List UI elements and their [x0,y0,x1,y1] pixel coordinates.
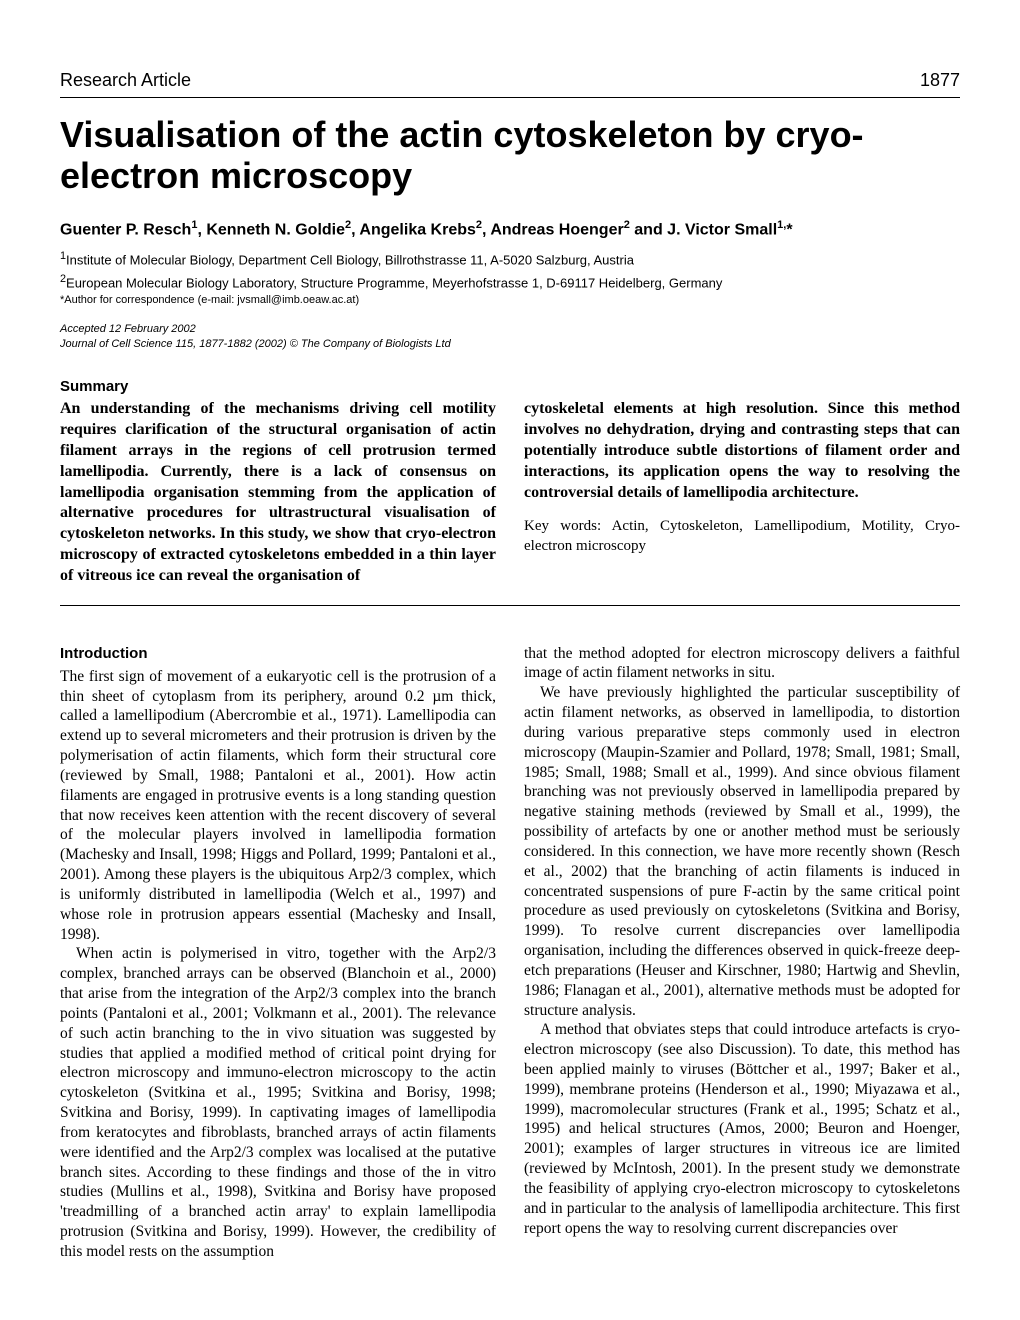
summary-right-text: cytoskeletal elements at high resolution… [524,400,960,500]
article-type: Research Article [60,70,191,91]
separator-line [60,605,960,606]
article-title: Visualisation of the actin cytoskeleton … [60,114,960,197]
correspondence: *Author for correspondence (e-mail: jvsm… [60,294,960,306]
intro-right-p3: A method that obviates steps that could … [524,1020,960,1238]
page-number: 1877 [920,70,960,91]
body-left-col: Introduction The first sign of movement … [60,644,496,1262]
authors-line: Guenter P. Resch1, Kenneth N. Goldie2, A… [60,219,960,239]
keywords: Key words: Actin, Cytoskeleton, Lamellip… [524,517,960,556]
body-columns: Introduction The first sign of movement … [60,644,960,1262]
page-container: Research Article 1877 Visualisation of t… [0,0,1020,1302]
summary-heading: Summary [60,378,960,395]
intro-left-p1: The first sign of movement of a eukaryot… [60,667,496,945]
introduction-heading: Introduction [60,644,496,663]
journal-citation: Journal of Cell Science 115, 1877-1882 (… [60,338,960,350]
intro-right-p2: We have previously highlighted the parti… [524,683,960,1020]
header-row: Research Article 1877 [60,70,960,98]
intro-right-p1: that the method adopted for electron mic… [524,644,960,684]
body-right-col: that the method adopted for electron mic… [524,644,960,1262]
summary-right-col: cytoskeletal elements at high resolution… [524,399,960,586]
intro-left-p2: When actin is polymerised in vitro, toge… [60,944,496,1261]
summary-left-col: An understanding of the mechanisms drivi… [60,399,496,586]
summary-block: An understanding of the mechanisms drivi… [60,399,960,586]
accepted-date: Accepted 12 February 2002 [60,322,960,336]
affiliation-2: 2European Molecular Biology Laboratory, … [60,272,960,293]
affiliation-1: 1Institute of Molecular Biology, Departm… [60,249,960,270]
